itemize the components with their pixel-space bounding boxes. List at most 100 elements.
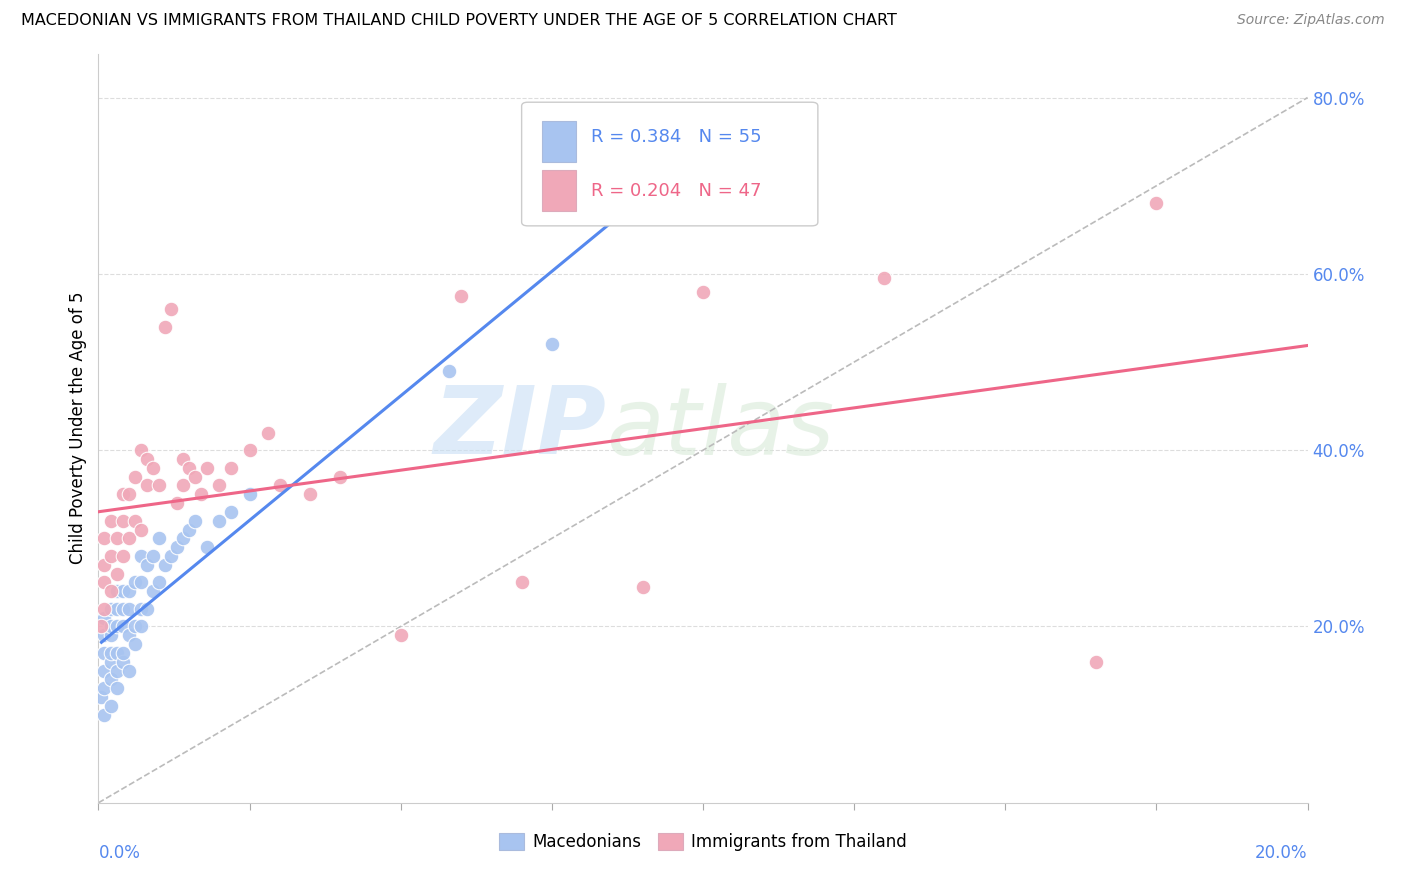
Point [208,478,231,492]
Point [93,707,115,722]
Point [105,584,128,599]
Point [111,646,134,660]
Point [166,540,188,554]
Point [148,575,170,590]
Point [172,478,194,492]
Point [631,580,654,594]
Point [239,487,262,501]
Point [692,285,714,299]
Point [93,532,115,546]
Point [221,460,243,475]
Point [93,628,115,642]
Point [100,646,122,660]
Point [105,566,128,581]
Point [93,558,115,572]
Point [239,443,262,458]
Point [124,637,146,651]
Point [540,337,562,351]
Point [90,690,112,704]
Point [124,619,146,633]
Point [124,469,146,483]
Point [93,681,115,696]
Point [172,452,194,467]
Point [184,469,207,483]
Point [93,575,115,590]
Point [160,549,183,563]
Point [124,514,146,528]
Point [142,549,165,563]
Point [100,514,122,528]
Point [118,584,141,599]
Point [389,628,412,642]
Point [142,584,165,599]
Point [111,619,134,633]
Point [153,319,176,334]
Point [184,514,207,528]
Point [148,478,170,492]
Text: MACEDONIAN VS IMMIGRANTS FROM THAILAND CHILD POVERTY UNDER THE AGE OF 5 CORRELAT: MACEDONIAN VS IMMIGRANTS FROM THAILAND C… [21,13,897,29]
Point [153,558,176,572]
Point [118,487,141,501]
Point [118,602,141,616]
Point [510,575,533,590]
Point [105,619,128,633]
Point [105,664,128,678]
Point [100,698,122,713]
Text: Source: ZipAtlas.com: Source: ZipAtlas.com [1237,13,1385,28]
Point [111,655,134,669]
Point [269,478,291,492]
Text: R = 0.384   N = 55: R = 0.384 N = 55 [591,128,761,146]
Text: R = 0.204   N = 47: R = 0.204 N = 47 [591,182,761,200]
Point [118,532,141,546]
FancyBboxPatch shape [522,103,818,226]
Point [100,655,122,669]
Point [299,487,322,501]
Point [100,673,122,687]
Point [135,478,157,492]
Text: 0.0%: 0.0% [98,844,141,862]
Point [135,602,157,616]
Point [93,664,115,678]
Point [118,664,141,678]
Point [111,584,134,599]
Point [190,487,212,501]
Point [135,452,157,467]
Point [100,619,122,633]
Point [100,628,122,642]
Point [873,271,896,285]
Point [221,505,243,519]
Point [105,681,128,696]
Text: 20.0%: 20.0% [1256,844,1308,862]
Point [111,549,134,563]
Point [100,584,122,599]
Point [166,496,188,510]
Point [105,532,128,546]
Point [437,364,460,378]
Point [208,514,231,528]
Point [256,425,278,440]
FancyBboxPatch shape [543,169,576,211]
Point [129,619,152,633]
Point [148,532,170,546]
Point [179,523,201,537]
Point [100,602,122,616]
Point [124,575,146,590]
Point [135,558,157,572]
Point [111,487,134,501]
Point [93,646,115,660]
Point [129,443,152,458]
Point [129,575,152,590]
Point [1085,655,1108,669]
Point [179,460,201,475]
Point [631,183,654,197]
Point [100,549,122,563]
Point [329,469,352,483]
Point [142,460,165,475]
Legend: Macedonians, Immigrants from Thailand: Macedonians, Immigrants from Thailand [492,827,914,858]
Point [172,532,194,546]
Point [111,602,134,616]
Point [111,514,134,528]
Point [160,302,183,317]
Point [450,289,472,303]
Point [195,460,218,475]
